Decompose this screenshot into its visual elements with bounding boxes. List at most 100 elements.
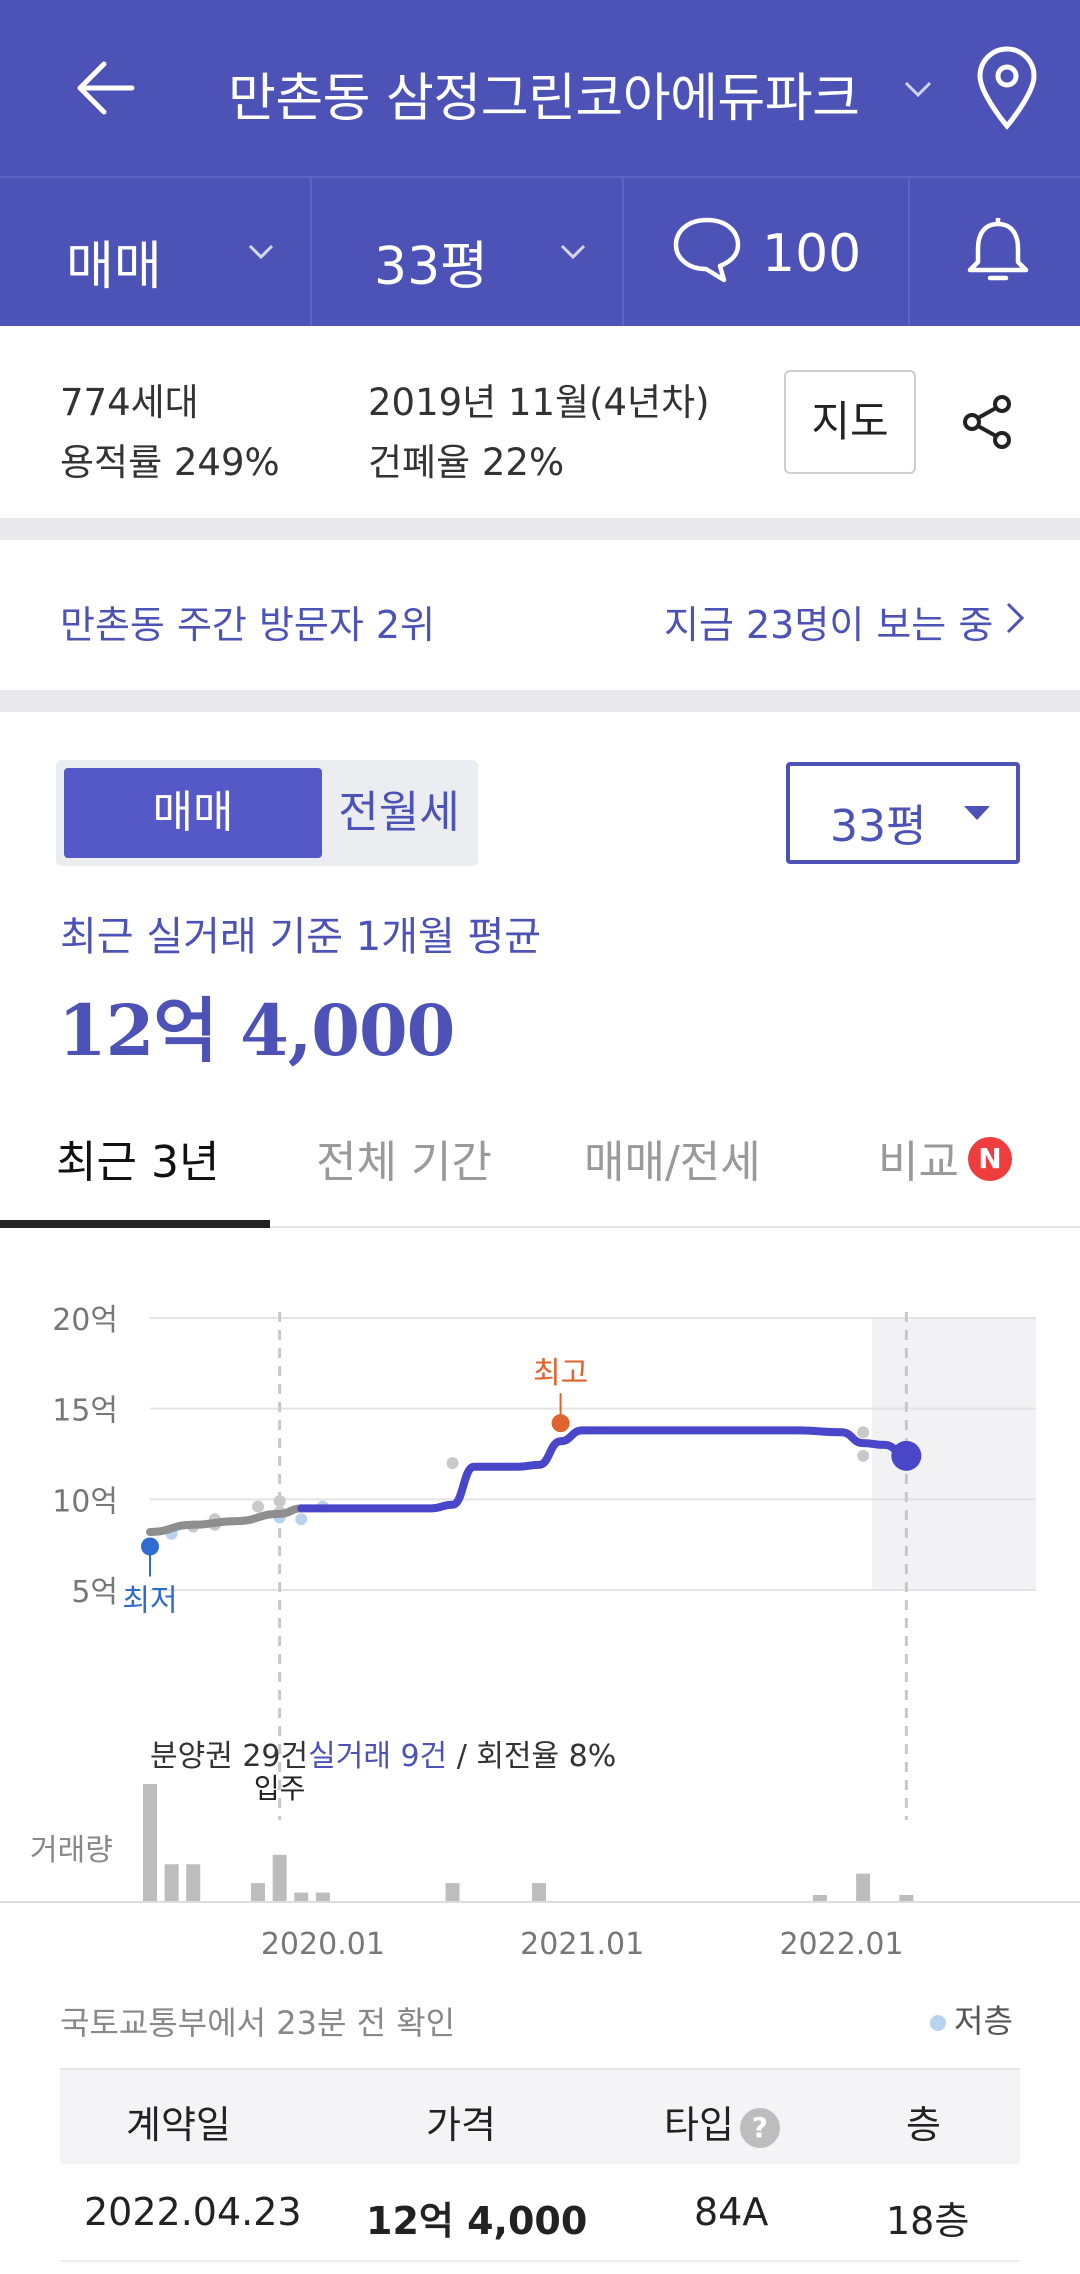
x-tick-label: 2022.01 xyxy=(779,1927,903,1962)
comment-count: 100 xyxy=(762,224,862,284)
low-floor-dot-icon xyxy=(930,2015,946,2031)
volume-bar xyxy=(251,1883,266,1902)
col-type: 타입? xyxy=(664,2094,780,2149)
size-filter[interactable]: 33평 xyxy=(312,178,624,326)
new-badge: N xyxy=(968,1137,1012,1181)
low-floor-point xyxy=(295,1513,308,1526)
volume-bar xyxy=(856,1873,871,1902)
presale-price-line xyxy=(146,1504,306,1536)
low-label: 최저 xyxy=(122,1583,177,1618)
trade-segment-control: 매매 전월세 xyxy=(56,760,478,866)
cell-date: 2022.04.23 xyxy=(84,2190,302,2234)
x-tick-label: 2020.01 xyxy=(261,1927,385,1962)
tab-recent-3y[interactable]: 최근 3년 xyxy=(56,1137,220,1188)
y-tick-label: 20억 xyxy=(52,1303,118,1338)
presale-point xyxy=(857,1449,870,1462)
latest-point xyxy=(891,1440,922,1471)
y-tick-label: 15억 xyxy=(52,1394,118,1429)
sale-count: 실거래 9건 xyxy=(308,1739,447,1774)
completion-text: 2019년 11월(4년차) xyxy=(368,381,710,424)
y-tick-label: 5억 xyxy=(71,1575,118,1610)
comments-button[interactable]: 100 xyxy=(624,178,910,326)
volume-label: 거래량 xyxy=(30,1833,113,1868)
presale-point xyxy=(273,1495,286,1508)
col-price: 가격 xyxy=(426,2103,496,2147)
cell-price: 12억 4,000 xyxy=(366,2199,588,2243)
cell-type: 84A xyxy=(694,2190,769,2234)
volume-bar xyxy=(294,1892,309,1902)
low-floor-legend: 저층 xyxy=(930,1996,1013,2042)
sale-price-line xyxy=(297,1426,911,1513)
section-divider xyxy=(0,690,1080,712)
back-arrow-icon[interactable] xyxy=(70,48,150,128)
trade-type-label: 매매 xyxy=(66,237,162,297)
col-type-label: 타입 xyxy=(664,2103,734,2147)
share-icon[interactable] xyxy=(958,392,1018,452)
speech-bubble-icon xyxy=(673,217,741,283)
cell-floor: 18층 xyxy=(886,2199,970,2243)
tab-all-period[interactable]: 전체 기간 xyxy=(316,1137,492,1188)
table-header: 계약일 가격 타입? 층 xyxy=(60,2068,1020,2164)
volume-bar xyxy=(315,1892,330,1902)
alarm-button[interactable] xyxy=(910,178,1080,326)
volume-bar xyxy=(445,1883,460,1902)
chevron-down-icon xyxy=(560,244,586,260)
trade-type-filter[interactable]: 매매 xyxy=(0,178,312,326)
chevron-down-icon[interactable] xyxy=(898,68,938,108)
low-floor-legend-label: 저층 xyxy=(954,2002,1013,2040)
presale-point xyxy=(446,1457,459,1470)
location-pin-icon[interactable] xyxy=(972,46,1042,130)
visitor-banner[interactable]: 만촌동 주간 방문자 2위 지금 23명이 보는 중 xyxy=(0,540,1080,690)
segment-sale[interactable]: 매매 xyxy=(64,768,322,858)
volume-bar xyxy=(531,1883,546,1902)
source-note: 국토교통부에서 23분 전 확인 xyxy=(60,2004,456,2042)
table-row[interactable]: 2022.04.23 12억 4,000 84A 18층 xyxy=(60,2164,1020,2262)
filter-bar: 매매 33평 100 xyxy=(0,176,1080,326)
tab-compare[interactable]: 비교 xyxy=(878,1137,959,1188)
size-select-value: 33평 xyxy=(830,801,927,852)
segment-rent[interactable]: 전월세 xyxy=(338,787,460,838)
volume-bar xyxy=(899,1894,914,1902)
map-button[interactable]: 지도 xyxy=(784,370,916,474)
tab-sale-jeonse[interactable]: 매매/전세 xyxy=(584,1137,761,1188)
section-divider xyxy=(0,518,1080,540)
chevron-right-icon xyxy=(1006,602,1025,634)
y-tick-label: 10억 xyxy=(52,1484,118,1519)
page-title[interactable]: 만촌동 삼정그린코아에듀파크 xyxy=(228,69,860,129)
dropdown-triangle-icon xyxy=(964,806,990,820)
viewer-count-text: 지금 23명이 보는 중 xyxy=(664,603,994,647)
col-floor: 층 xyxy=(906,2103,941,2147)
visitor-rank-text: 만촌동 주간 방문자 2위 xyxy=(60,603,436,647)
complex-info: 774세대 용적률 249% 2019년 11월(4년차) 건폐율 22% xyxy=(0,326,1080,518)
volume-bar xyxy=(186,1864,201,1902)
size-label: 33평 xyxy=(374,237,489,297)
volume-bar xyxy=(143,1784,157,1902)
period-tabs: 최근 3년 전체 기간 매매/전세 비교 xyxy=(0,1100,1080,1228)
average-price: 12억 4,000 xyxy=(58,989,455,1072)
size-select[interactable]: 33평 xyxy=(786,762,1020,864)
x-tick-label: 2021.01 xyxy=(520,1927,644,1962)
col-date: 계약일 xyxy=(126,2103,231,2147)
move-in-label: 입주 xyxy=(254,1772,306,1805)
floor-area-ratio-text: 용적률 249% xyxy=(60,441,280,484)
low-point xyxy=(141,1537,159,1556)
presale-point xyxy=(857,1426,870,1439)
chevron-down-icon xyxy=(248,244,274,260)
households-text: 774세대 xyxy=(60,381,199,424)
volume-bar xyxy=(272,1854,287,1902)
bell-icon xyxy=(967,218,1029,281)
volume-bar xyxy=(164,1864,179,1902)
high-point xyxy=(551,1414,570,1433)
presale-point xyxy=(252,1500,265,1513)
volume-bar xyxy=(812,1894,827,1902)
turnover-rate: / 회전율 8% xyxy=(447,1739,616,1774)
help-icon[interactable]: ? xyxy=(739,2107,780,2148)
presale-count: 분양권 29건 xyxy=(150,1739,308,1774)
trade-stats: 분양권 29건실거래 9건 / 회전율 8% xyxy=(150,1739,616,1774)
high-label: 최고 xyxy=(533,1356,588,1391)
active-tab-indicator xyxy=(0,1220,270,1228)
average-caption: 최근 실거래 기준 1개월 평균 xyxy=(60,914,542,960)
price-chart[interactable]: 20억 15억 10억 5억 최고 최저 입주 분양권 29건실거래 9건 / 회전율… xyxy=(0,1230,1080,1970)
coverage-ratio-text: 건폐율 22% xyxy=(368,441,565,484)
app-bar: 만촌동 삼정그린코아에듀파크 xyxy=(0,0,1080,176)
